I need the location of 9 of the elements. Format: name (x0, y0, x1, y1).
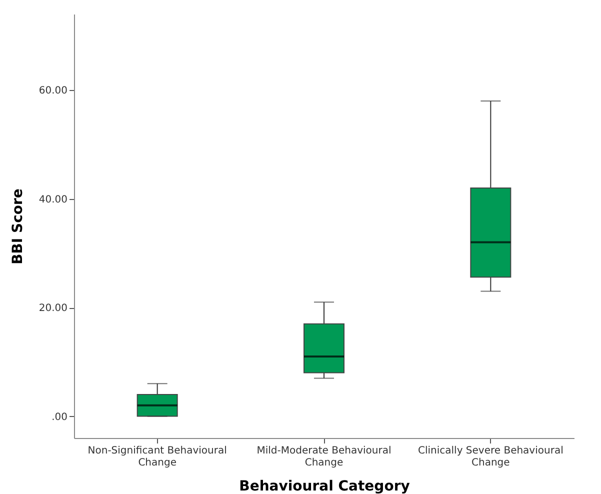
y-tick-label: 40.00 (38, 194, 68, 206)
y-tick-label: 60.00 (38, 86, 68, 97)
x-tick-label: Mild-Moderate Behavioural Change (256, 446, 392, 468)
y-tick-label: .00 (52, 412, 68, 423)
y-axis-title: BBI Score (10, 188, 26, 264)
x-tick-label: Non-Significant Behavioural Change (88, 446, 227, 468)
x-axis-title: Behavioural Category (239, 478, 410, 494)
x-tick-label: Clinically Severe Behavioural Change (418, 446, 564, 468)
y-tick-label: 20.00 (38, 303, 68, 314)
